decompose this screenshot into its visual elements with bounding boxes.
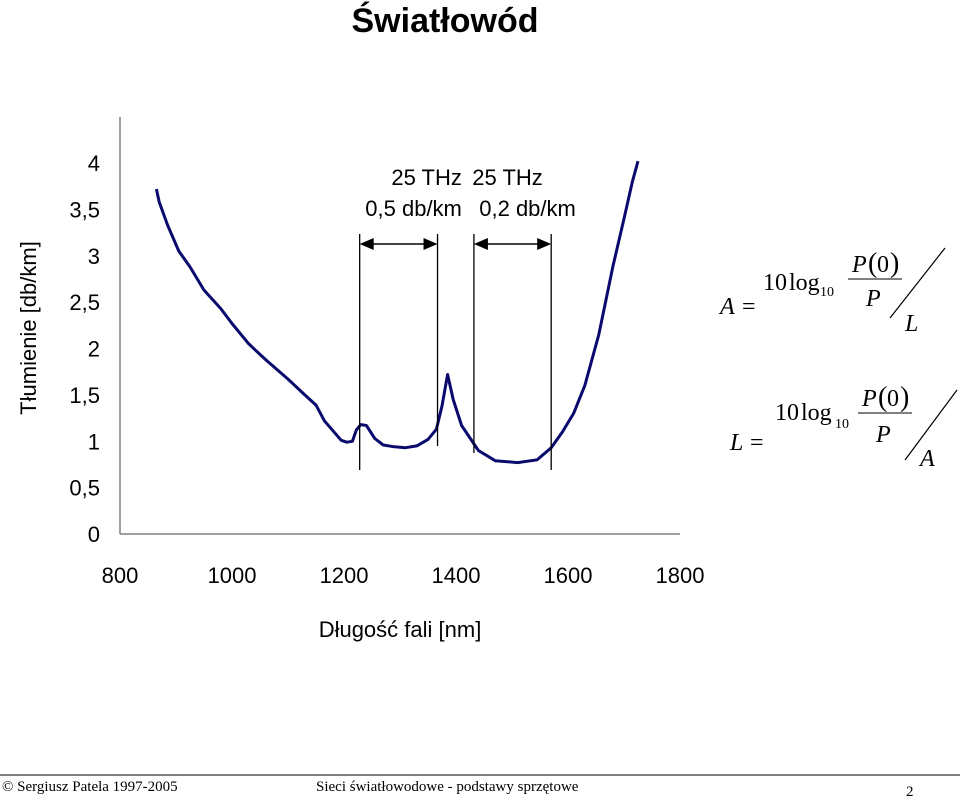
- formula1-num-arg: 0: [877, 252, 889, 278]
- formula2-base: 10: [835, 417, 849, 432]
- y-tick-label: 2,5: [69, 290, 100, 315]
- band-arrow-head-right: [537, 238, 552, 250]
- band-label-frequency: 25 THz: [472, 165, 543, 190]
- formula2-num-close: ): [900, 382, 909, 413]
- formula2-num-p: P: [861, 386, 877, 412]
- bandwidth-annotations: 25 THz 0,5 db/km 25 THz 0,2 db/km: [359, 165, 576, 470]
- y-tick-label: 3,5: [69, 197, 100, 222]
- y-tick-label: 3: [88, 244, 100, 269]
- x-tick-label: 1000: [208, 563, 257, 588]
- formula1-eq: =: [742, 294, 756, 320]
- slide-title: Światłowód: [351, 2, 539, 40]
- formula2-per: A: [918, 446, 935, 472]
- footer-page-number: 2: [906, 784, 914, 800]
- formula1-num-p: P: [851, 252, 867, 278]
- x-tick-labels: 800 1000 1200 1400 1600 1800: [102, 563, 705, 588]
- formula-attenuation: A = 10 log 10 P ( 0 ) P L: [718, 247, 946, 337]
- x-tick-label: 1400: [432, 563, 481, 588]
- band-arrow-head-left: [473, 238, 488, 250]
- y-tick-label: 0: [88, 522, 100, 547]
- formula2-den: P: [875, 422, 891, 448]
- x-tick-label: 1800: [656, 563, 705, 588]
- formula1-slash: [889, 247, 946, 319]
- y-tick-label: 2: [88, 337, 100, 362]
- y-tick-label: 1,5: [69, 383, 100, 408]
- formula1-num-close: ): [890, 248, 899, 279]
- x-tick-label: 1600: [544, 563, 593, 588]
- band-label-frequency: 25 THz: [391, 165, 462, 190]
- formula1-den: P: [865, 286, 881, 312]
- formula2-coef: 10: [775, 400, 799, 426]
- formula1-log: log: [789, 270, 820, 296]
- band-label-attenuation: 0,5 db/km: [365, 196, 462, 221]
- formula1-per: L: [904, 311, 918, 337]
- y-tick-label: 1: [88, 429, 100, 454]
- formula2-log: log: [801, 400, 832, 426]
- formula2-num-arg: 0: [887, 386, 899, 412]
- y-axis-label: Tłumienie [db/km]: [16, 241, 41, 415]
- formula-length: L = 10 log 10 P ( 0 ) P A: [729, 382, 958, 472]
- attenuation-curve: [154, 160, 640, 465]
- formula2-eq: =: [750, 430, 764, 456]
- y-tick-label: 4: [88, 151, 100, 176]
- footer-course: Sieci światłowodowe - podstawy sprzętowe: [316, 779, 579, 795]
- formula2-slash: [904, 389, 958, 461]
- formula1-num-open: (: [868, 248, 877, 279]
- band-arrow-head-right: [423, 238, 438, 250]
- x-tick-label: 1200: [320, 563, 369, 588]
- formula2-lhs: L: [729, 430, 743, 456]
- x-axis-label: Długość fali [nm]: [319, 617, 482, 642]
- y-tick-labels: 0 0,5 1 1,5 2 2,5 3 3,5 4: [69, 151, 100, 547]
- formula1-base: 10: [820, 285, 834, 300]
- band-arrow-head-left: [359, 238, 374, 250]
- x-tick-label: 800: [102, 563, 139, 588]
- y-tick-label: 0,5: [69, 476, 100, 501]
- formula1-coef: 10: [763, 270, 787, 296]
- formula1-lhs: A: [718, 294, 735, 320]
- footer-copyright: © Sergiusz Patela 1997-2005: [2, 779, 178, 795]
- band-label-attenuation: 0,2 db/km: [479, 196, 576, 221]
- formula2-num-open: (: [878, 382, 887, 413]
